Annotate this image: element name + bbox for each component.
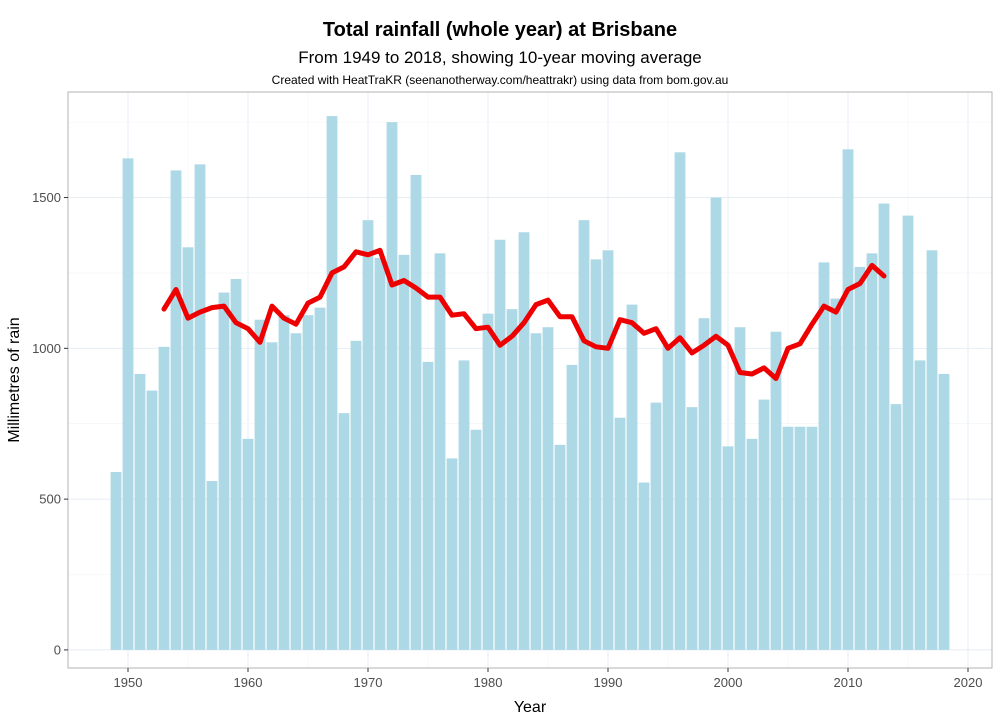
x-tick-label: 1980 [474,675,503,690]
rainfall-bar [314,307,326,650]
bars-group [110,116,950,650]
rainfall-bar [686,407,698,650]
rainfall-bar [506,309,518,650]
rainfall-bar [122,158,134,650]
rainfall-bar [458,360,470,650]
panel-border [67,91,993,669]
rainfall-bar [482,313,494,650]
rainfall-bar [170,170,182,650]
rainfall-bar [158,346,170,650]
rainfall-bar [434,253,446,650]
rainfall-bar [710,197,722,650]
rainfall-bar [842,149,854,650]
rainfall-bar [818,262,830,650]
rainfall-bar [374,257,386,650]
rainfall-bar [290,333,302,650]
rainfall-bar [182,247,194,650]
rainfall-bar [830,298,842,650]
rainfall-bar [806,426,818,650]
x-tick-label: 1950 [114,675,143,690]
rainfall-bar [518,232,530,650]
moving-average-line [161,247,887,381]
rainfall-bar [146,390,158,650]
rainfall-bar [230,278,242,650]
rainfall-bar [770,331,782,650]
rainfall-bar [758,399,770,650]
x-tick-label: 1990 [594,675,623,690]
rainfall-bar [926,250,938,650]
rainfall-bar [614,417,626,650]
rainfall-bar [134,373,146,650]
rainfall-bar [218,292,230,650]
y-tick-label: 1500 [32,190,61,205]
rainfall-bar [242,438,254,650]
rainfall-bar [422,361,434,650]
rainfall-bar [266,342,278,650]
rainfall-bar [866,253,878,650]
rainfall-bar [326,116,338,650]
rainfall-bar [194,164,206,650]
x-tick-label: 2010 [834,675,863,690]
rainfall-bar [722,446,734,650]
rainfall-bar [590,259,602,650]
rainfall-bar [890,404,902,650]
y-tick-label: 0 [54,642,61,657]
rainfall-bar [638,482,650,650]
y-axis: 0 500 1000 1500 [32,190,68,657]
rainfall-bar [110,471,122,650]
rainfall-bar [578,220,590,650]
rainfall-bar [698,318,710,650]
rainfall-bar [386,122,398,650]
rainfall-bar [362,220,374,650]
rainfall-bar [398,254,410,650]
rainfall-bar [674,152,686,650]
rainfall-bar [626,304,638,650]
rainfall-bar [782,426,794,650]
chart-caption: Created with HeatTraKR (seenanotherway.c… [271,73,729,87]
x-tick-label: 1960 [234,675,263,690]
x-tick-label: 1970 [354,675,383,690]
rainfall-bar [914,360,926,650]
x-tick-label: 2020 [954,675,983,690]
x-axis: 1950 1960 1970 1980 1990 2000 2010 2020 [114,668,983,690]
rainfall-bar [902,215,914,650]
y-axis-title: Millimetres of rain [6,317,23,442]
rainfall-bar [566,364,578,650]
rainfall-bar [878,203,890,650]
rainfall-bar [530,333,542,650]
rainfall-bar [602,250,614,650]
rainfall-bar [206,481,218,650]
rainfall-bar [410,174,422,650]
rainfall-bar [554,444,566,650]
rainfall-bar [854,266,866,650]
rainfall-bar [470,429,482,650]
y-tick-label: 500 [39,492,61,507]
rainfall-bar [338,413,350,650]
rainfall-bar [650,402,662,650]
y-tick-label: 1000 [32,341,61,356]
rainfall-bar [746,438,758,650]
rainfall-bar [278,315,290,650]
chart-subtitle: From 1949 to 2018, showing 10-year movin… [298,48,702,67]
rainfall-bar [350,340,362,650]
rainfall-bar [662,345,674,650]
rainfall-bar [446,458,458,650]
rainfall-bar [794,426,806,650]
rainfall-bar [494,239,506,650]
x-tick-label: 2000 [714,675,743,690]
chart-title: Total rainfall (whole year) at Brisbane [322,19,678,41]
rainfall-bar [542,327,554,650]
rainfall-bar [938,373,950,650]
x-axis-title: Year [514,699,547,716]
rainfall-bar [254,319,266,650]
rainfall-bar [302,315,314,650]
rainfall-bar [734,327,746,650]
